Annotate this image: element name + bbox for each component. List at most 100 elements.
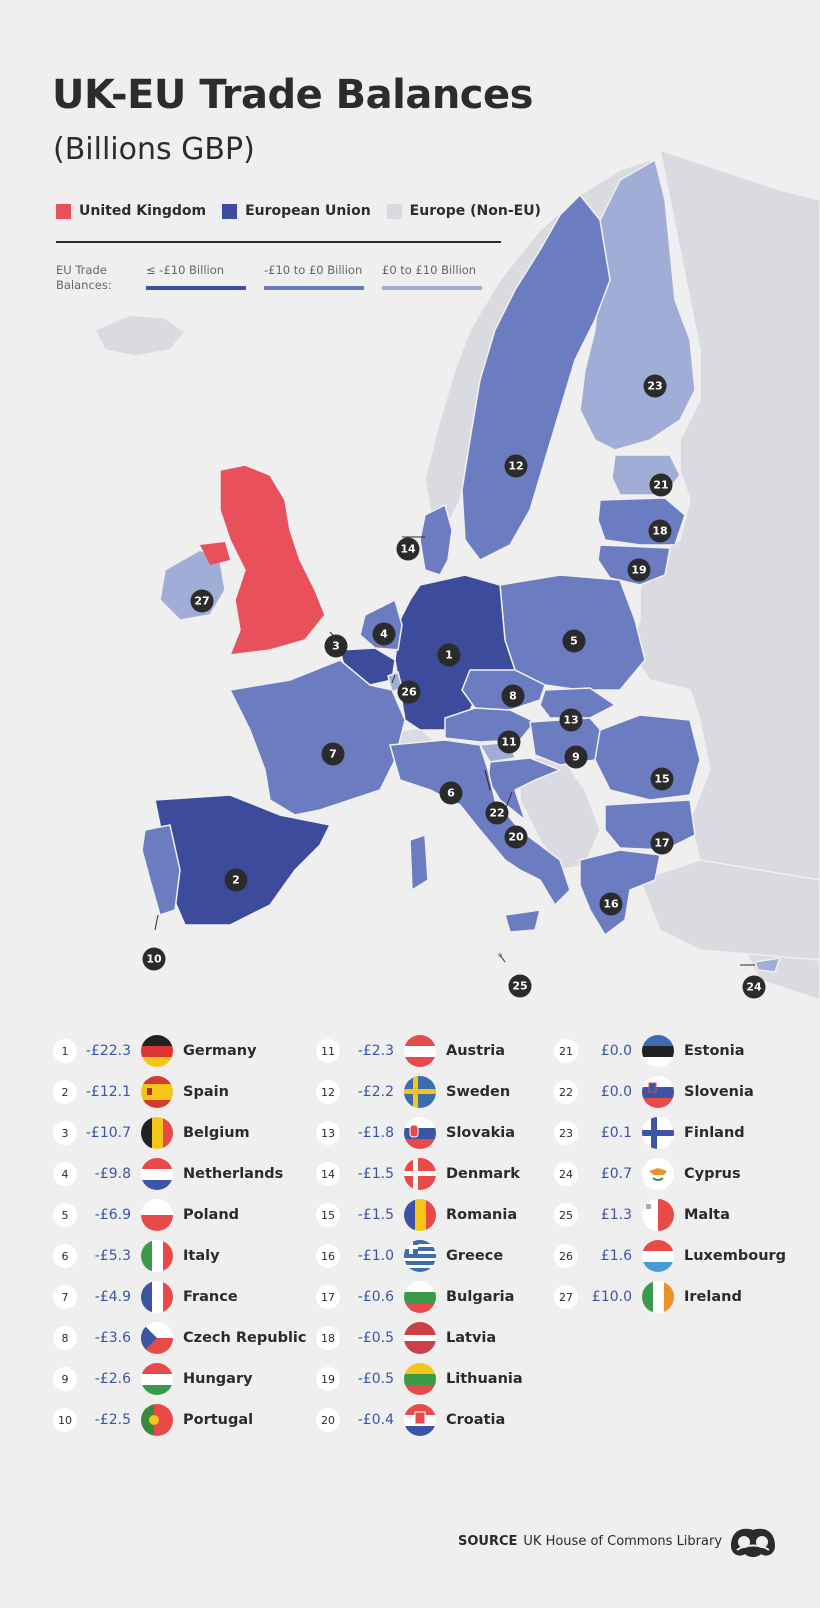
country-row: 1 -£22.3 Germany (53, 1033, 257, 1069)
country-name: Bulgaria (446, 1289, 515, 1305)
country-name: Greece (446, 1248, 504, 1264)
map-badge-austria[interactable]: 11 (497, 730, 521, 754)
country-name: Netherlands (183, 1166, 284, 1182)
header-divider (56, 241, 501, 243)
legend-item-non-eu: Europe (Non-EU) (386, 203, 541, 219)
non-eu-landmass (93, 148, 820, 1001)
country-row: 23 £0.1 Finland (554, 1115, 745, 1151)
map-badge-lithuania[interactable]: 19 (627, 558, 651, 582)
map-badge-denmark[interactable]: 14 (396, 537, 420, 561)
region-legend: United Kingdom European Union Europe (No… (56, 203, 557, 219)
map-badge-finland[interactable]: 23 (643, 374, 667, 398)
country-name: Denmark (446, 1166, 520, 1182)
country-value: -£0.5 (357, 1330, 394, 1346)
sardinia-shape (409, 833, 429, 892)
country-row: 11 -£2.3 Austria (316, 1033, 505, 1069)
map-badge-croatia[interactable]: 20 (504, 825, 528, 849)
source-text: UK House of Commons Library (523, 1534, 723, 1549)
country-value: -£2.3 (357, 1043, 394, 1059)
country-value: £0.0 (600, 1043, 632, 1059)
country-rank: 9 (53, 1367, 77, 1391)
country-rank: 6 (53, 1244, 77, 1268)
map-badge-france[interactable]: 7 (321, 742, 345, 766)
balance-bin-low-bar (146, 286, 246, 290)
sicily-shape (504, 909, 541, 933)
country-name: Romania (446, 1207, 518, 1223)
netherlands-flag-icon (141, 1158, 173, 1190)
country-name: Hungary (183, 1371, 253, 1387)
map-badge-luxembourg[interactable]: 26 (397, 680, 421, 704)
map-badge-hungary[interactable]: 9 (564, 745, 588, 769)
malta-flag-icon (642, 1199, 674, 1231)
brand-logo-icon (731, 1528, 775, 1557)
country-value: -£2.5 (94, 1412, 131, 1428)
map-badge-czech[interactable]: 8 (501, 684, 525, 708)
country-value: -£2.6 (94, 1371, 131, 1387)
map-badge-germany[interactable]: 1 (437, 643, 461, 667)
map-badge-belgium[interactable]: 3 (324, 634, 348, 658)
country-name: Finland (684, 1125, 745, 1141)
country-row: 26 £1.6 Luxembourg (554, 1238, 786, 1274)
latvia-shape (597, 497, 686, 546)
country-value: -£1.5 (357, 1166, 394, 1182)
country-name: Slovakia (446, 1125, 516, 1141)
country-rank: 3 (53, 1121, 77, 1145)
map-badge-netherlands[interactable]: 4 (372, 622, 396, 646)
country-name: Belgium (183, 1125, 250, 1141)
map-badge-italy[interactable]: 6 (439, 781, 463, 805)
legend-swatch-non-eu (386, 203, 402, 219)
germany-flag-icon (141, 1035, 173, 1067)
romania-shape (594, 714, 701, 801)
country-row: 10 -£2.5 Portugal (53, 1402, 253, 1438)
country-name: Latvia (446, 1330, 497, 1346)
cyprus-flag-icon (642, 1158, 674, 1190)
map-badge-romania[interactable]: 15 (650, 767, 674, 791)
map-badge-slovakia[interactable]: 13 (559, 708, 583, 732)
country-name: Estonia (684, 1043, 745, 1059)
country-rank: 27 (554, 1285, 578, 1309)
country-name: Austria (446, 1043, 506, 1059)
country-row: 17 -£0.6 Bulgaria (316, 1279, 514, 1315)
map-badge-malta[interactable]: 25 (508, 974, 532, 998)
map-badge-slovenia[interactable]: 22 (485, 801, 509, 825)
country-rank: 13 (316, 1121, 340, 1145)
balance-bin-low: ≤ -£10 Billion (146, 263, 248, 290)
country-value: -£10.7 (85, 1125, 131, 1141)
map-badge-poland[interactable]: 5 (562, 629, 586, 653)
denmark-shape (419, 503, 453, 576)
country-value: -£6.9 (94, 1207, 131, 1223)
estonia-flag-icon (642, 1035, 674, 1067)
sweden-shape (461, 193, 611, 561)
legend-item-eu: European Union (222, 203, 371, 219)
finland-shape (579, 158, 696, 451)
country-name: Cyprus (684, 1166, 741, 1182)
country-rank: 14 (316, 1162, 340, 1186)
country-row: 20 -£0.4 Croatia (316, 1402, 505, 1438)
map-badge-bulgaria[interactable]: 17 (650, 831, 674, 855)
map-badge-estonia[interactable]: 21 (649, 473, 673, 497)
legend-swatch-uk (56, 203, 71, 219)
country-rank: 11 (316, 1039, 340, 1063)
country-row: 24 £0.7 Cyprus (554, 1156, 741, 1192)
country-value: -£3.6 (94, 1330, 131, 1346)
map-badge-greece[interactable]: 16 (599, 892, 623, 916)
map-badge-ireland[interactable]: 27 (190, 589, 214, 613)
map-badge-spain[interactable]: 2 (224, 868, 248, 892)
country-row: 13 -£1.8 Slovakia (316, 1115, 515, 1151)
finland-flag-icon (642, 1117, 674, 1149)
country-rank: 2 (53, 1080, 77, 1104)
map-badge-latvia[interactable]: 18 (648, 519, 672, 543)
map-badge-portugal[interactable]: 10 (142, 947, 166, 971)
country-name: Germany (183, 1043, 257, 1059)
romania-flag-icon (404, 1199, 436, 1231)
source-credit: SOURCE UK House of Commons Library (458, 1534, 722, 1549)
map-badge-cyprus[interactable]: 24 (742, 975, 766, 999)
luxembourg-flag-icon (642, 1240, 674, 1272)
balance-bin-high-label: £0 to £10 Billion (382, 263, 477, 277)
country-value: -£1.0 (357, 1248, 394, 1264)
legend-swatch-eu (222, 203, 238, 219)
country-row: 22 £0.0 Slovenia (554, 1074, 754, 1110)
country-value: £0.0 (600, 1084, 632, 1100)
map-badge-sweden[interactable]: 12 (504, 454, 528, 478)
belgium-flag-icon (141, 1117, 173, 1149)
